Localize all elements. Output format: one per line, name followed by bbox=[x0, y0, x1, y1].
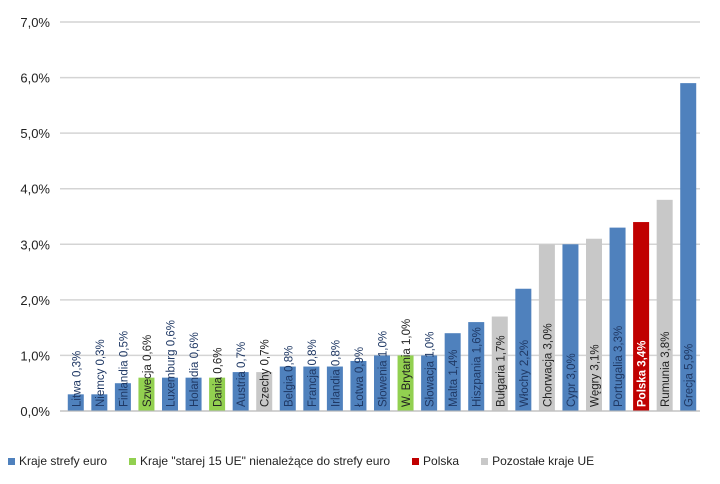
y-tick-label: 2,0% bbox=[20, 293, 50, 308]
legend-swatch bbox=[412, 457, 420, 465]
data-label: Bułgaria 1,7% bbox=[495, 335, 507, 407]
y-tick-label: 1,0% bbox=[20, 348, 50, 363]
data-label: Litwa 0,3% bbox=[71, 351, 83, 407]
bar bbox=[444, 333, 461, 411]
y-tick-label: 3,0% bbox=[20, 237, 50, 252]
bar bbox=[138, 377, 155, 411]
legend-label: Kraje "starej 15 UE" nienależące do stre… bbox=[140, 454, 391, 468]
y-tick-label: 4,0% bbox=[20, 182, 50, 197]
data-label: Hiszpania 1,6% bbox=[472, 327, 484, 407]
bar bbox=[468, 322, 485, 411]
data-label: Czechy 0,7% bbox=[260, 339, 272, 407]
legend-swatch bbox=[481, 457, 489, 465]
legend-swatch bbox=[8, 457, 15, 465]
legend: Kraje strefy euro Kraje "starej 15 UE" n… bbox=[0, 446, 718, 476]
bar bbox=[303, 366, 320, 411]
data-label: Łotwa 0,9% bbox=[354, 347, 366, 407]
bar bbox=[397, 355, 414, 411]
bar bbox=[326, 366, 343, 411]
legend-item-euro: Kraje strefy euro bbox=[8, 454, 107, 468]
bar bbox=[67, 394, 84, 411]
data-label: Węgry 3,1% bbox=[590, 344, 602, 407]
legend-spacer bbox=[1, 429, 717, 445]
bar bbox=[515, 288, 532, 411]
bar bbox=[209, 377, 226, 411]
legend-item-old15: Kraje "starej 15 UE" nienależące do stre… bbox=[129, 454, 390, 468]
bar bbox=[374, 355, 390, 411]
bar bbox=[421, 355, 438, 411]
data-label: Malta 1,4% bbox=[448, 349, 460, 407]
bar bbox=[562, 244, 579, 411]
y-tick-label: 5,0% bbox=[20, 126, 50, 141]
data-label: Belgia 0,8% bbox=[283, 346, 295, 407]
legend-label: Kraje strefy euro bbox=[19, 454, 108, 468]
bar bbox=[350, 360, 367, 411]
bar bbox=[162, 377, 178, 411]
data-label: Luxemburg 0,6% bbox=[166, 320, 178, 407]
data-label: Portugalia 3,3% bbox=[613, 326, 625, 407]
data-label: Niemcy 0,3% bbox=[95, 339, 107, 407]
data-label: Austria 0,7% bbox=[236, 342, 248, 407]
bar bbox=[538, 244, 555, 411]
bar bbox=[279, 366, 296, 411]
bar bbox=[91, 394, 108, 411]
bar bbox=[491, 316, 508, 411]
data-label: W. Brytania 1,0% bbox=[401, 319, 413, 407]
bar bbox=[680, 83, 697, 411]
data-label: Chorwacja 3,0% bbox=[542, 323, 554, 407]
bar bbox=[114, 383, 131, 411]
y-tick-label: 7,0% bbox=[20, 15, 50, 30]
legend-item-polska: Polska bbox=[412, 454, 459, 468]
data-label: Słowacja 1,0% bbox=[425, 332, 437, 407]
bar-chart: 0,0% 1,0% 2,0% 3,0% 4,0% 5,0% 6,0% 7,0% Litwa 0,… bbox=[1, 15, 717, 445]
bar bbox=[256, 372, 273, 411]
legend-item-other: Pozostałe kraje UE bbox=[481, 454, 594, 468]
bar bbox=[232, 372, 249, 411]
bar bbox=[633, 222, 650, 411]
y-tick-label: 0,0% bbox=[20, 404, 50, 419]
data-label: Szwecja 0,6% bbox=[142, 335, 154, 407]
data-label: Rumunia 3,8% bbox=[660, 332, 672, 407]
legend-label: Pozostałe kraje UE bbox=[492, 454, 595, 468]
data-label: Finlandia 0,5% bbox=[118, 331, 130, 407]
legend-swatch bbox=[129, 457, 137, 465]
data-label: Holandia 0,6% bbox=[189, 332, 201, 407]
data-label: Dania 0,6% bbox=[213, 348, 225, 407]
data-label: Cypr 3,0% bbox=[566, 353, 578, 407]
data-label: Francja 0,8% bbox=[307, 339, 319, 407]
data-label: Słowenia 1,0% bbox=[378, 331, 390, 407]
data-label: Włochy 2,2% bbox=[519, 340, 531, 407]
y-tick-label: 6,0% bbox=[20, 71, 50, 86]
data-label: Grecja 5,9% bbox=[684, 344, 696, 407]
bar bbox=[609, 227, 626, 411]
data-label: Polska 3,4% bbox=[637, 341, 649, 407]
bar bbox=[185, 377, 202, 411]
data-label: Irlandia 0,8% bbox=[330, 340, 342, 407]
bar bbox=[586, 238, 602, 411]
bar bbox=[656, 199, 673, 411]
legend-label: Polska bbox=[423, 454, 460, 468]
